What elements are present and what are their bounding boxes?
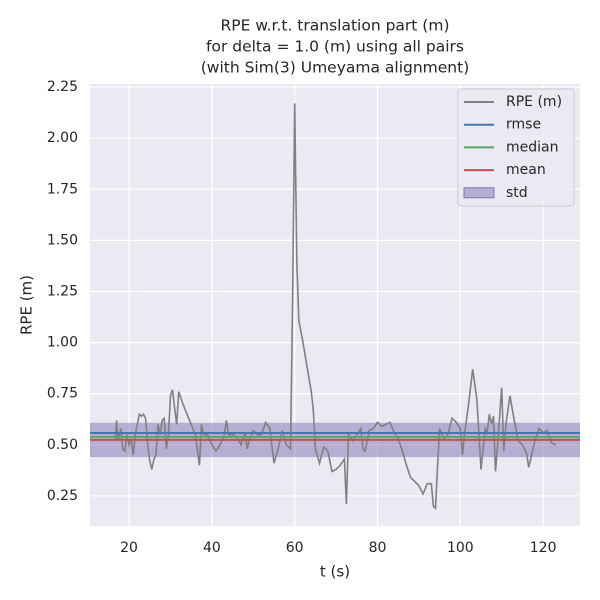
legend-swatch <box>463 187 495 199</box>
legend-label: rmse <box>506 117 541 133</box>
y-tick-label: 1.50 <box>47 232 78 248</box>
y-tick-label: 2.25 <box>47 79 78 95</box>
legend-label: RPE (m) <box>506 94 562 110</box>
x-tick-label: 40 <box>203 540 221 556</box>
y-tick-label: 1.00 <box>47 335 78 351</box>
x-axis-label: t (s) <box>320 563 350 581</box>
x-tick-label: 80 <box>369 540 387 556</box>
x-tick-label: 120 <box>530 540 557 556</box>
rpe-line <box>114 103 556 510</box>
y-tick-label: 1.25 <box>47 284 78 300</box>
chart-title: RPE w.r.t. translation part (m) <box>220 17 449 35</box>
chart-title: (with Sim(3) Umeyama alignment) <box>201 59 470 77</box>
y-tick-label: 0.50 <box>47 437 78 453</box>
x-tick-label: 60 <box>286 540 304 556</box>
legend-label: median <box>506 139 558 155</box>
legend-box <box>457 88 575 207</box>
y-tick-label: 0.75 <box>47 386 78 402</box>
x-tick-label: 20 <box>120 540 138 556</box>
y-tick-label: 1.75 <box>47 181 78 197</box>
y-tick-label: 0.25 <box>47 488 78 504</box>
chart-title: for delta = 1.0 (m) using all pairs <box>206 38 464 56</box>
y-axis-label: RPE (m) <box>18 275 36 335</box>
legend-label: std <box>506 185 528 201</box>
y-tick-label: 2.00 <box>47 130 78 146</box>
legend-label: mean <box>506 162 546 178</box>
x-tick-label: 100 <box>447 540 474 556</box>
